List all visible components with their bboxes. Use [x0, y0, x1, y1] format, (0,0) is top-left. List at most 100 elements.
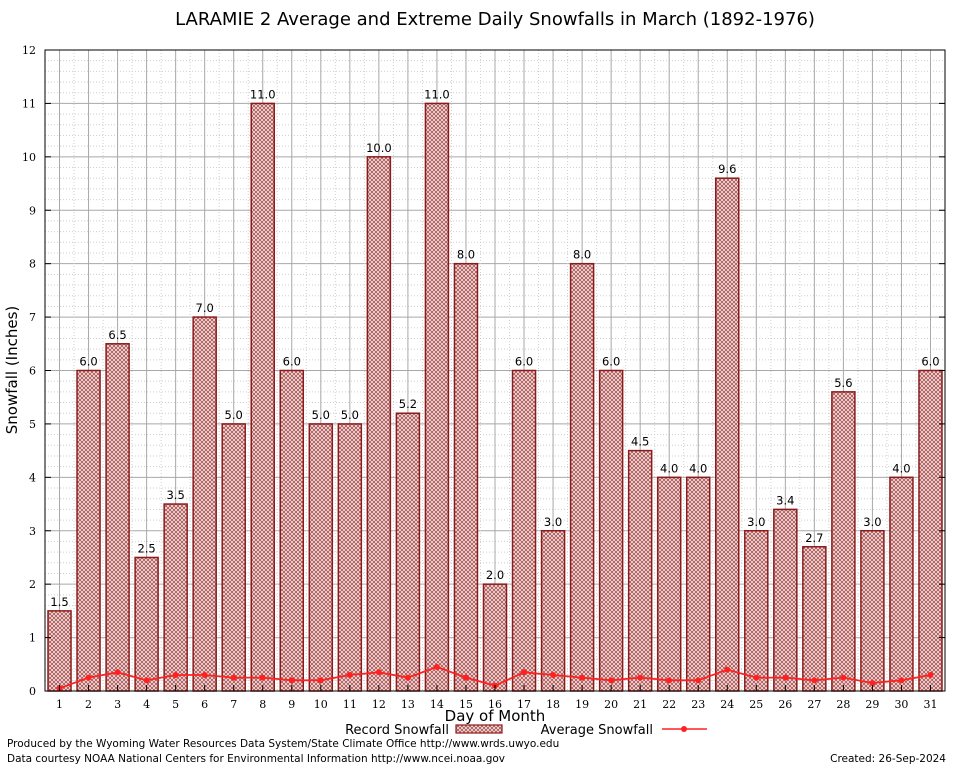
y-tick-label: 0: [29, 685, 36, 698]
y-tick-label: 10: [22, 151, 36, 164]
legend: Record Snowfall Average Snowfall: [345, 723, 707, 738]
legend-record-label: Record Snowfall: [345, 723, 449, 738]
value-label-day-6: 7.0: [196, 301, 214, 315]
value-label-day-14: 11.0: [424, 87, 450, 101]
record-bar-day-27: [802, 546, 827, 692]
footer-producer: Produced by the Wyoming Water Resources …: [7, 738, 560, 750]
record-bar-day-25: [744, 530, 769, 692]
value-label-day-31: 6.0: [921, 355, 939, 369]
record-bar-day-30: [889, 476, 914, 692]
record-bar-day-12: [366, 156, 392, 692]
record-bar-day-29: [860, 530, 885, 692]
footer-data-source: Data courtesy NOAA National Centers for …: [7, 753, 506, 765]
record-bar-day-4: [134, 556, 159, 692]
average-point-day-15: [462, 674, 469, 681]
value-label-day-11: 5.0: [341, 408, 359, 422]
value-label-day-10: 5.0: [312, 408, 330, 422]
record-bar-day-20: [598, 369, 624, 692]
record-bar-day-28: [831, 391, 856, 692]
x-tick-label-day-21: 21: [633, 698, 647, 711]
record-bar-day-31: [918, 369, 943, 692]
value-label-day-26: 3.4: [776, 493, 794, 507]
record-bar-day-19: [569, 262, 595, 692]
y-tick-label: 8: [29, 258, 36, 271]
value-label-day-8: 11.0: [250, 87, 276, 101]
record-bar-day-11: [337, 423, 363, 692]
y-tick-label: 6: [29, 365, 36, 378]
x-tick-label-day-31: 31: [923, 698, 937, 711]
y-tick-label: 4: [29, 471, 36, 484]
x-tick-label-day-17: 17: [517, 698, 531, 711]
x-tick-label-day-15: 15: [459, 698, 473, 711]
value-label-day-2: 6.0: [79, 355, 97, 369]
record-bars: 1.5 6.0 6.5 2.5 3.5 7.0 5.0 11.0 6.0 5.0 5.0 10.0 5.…: [47, 87, 943, 692]
y-tick-label: 7: [29, 311, 36, 324]
record-bar-day-16: [482, 583, 508, 692]
average-point-day-23: [695, 677, 702, 684]
value-label-day-25: 3.0: [747, 515, 765, 529]
record-bar-day-10: [308, 423, 334, 692]
average-point-day-12: [375, 669, 382, 676]
x-tick-label-day-8: 8: [259, 698, 266, 711]
average-point-day-27: [811, 677, 818, 684]
x-tick-label-day-28: 28: [836, 698, 850, 711]
x-tick-label-day-5: 5: [172, 698, 179, 711]
value-label-day-13: 5.2: [399, 397, 417, 411]
average-point-day-7: [230, 674, 237, 681]
average-point-day-31: [927, 671, 934, 678]
average-point-day-19: [579, 674, 586, 681]
value-label-day-27: 2.7: [805, 531, 823, 545]
record-bar-day-1: [47, 610, 72, 692]
average-point-day-13: [404, 674, 411, 681]
record-bar-day-7: [221, 423, 246, 692]
y-tick-label: 1: [29, 632, 36, 645]
x-tick-label-day-10: 10: [314, 698, 328, 711]
record-bar-day-5: [163, 503, 188, 692]
x-tick-label-day-23: 23: [691, 698, 705, 711]
value-label-day-23: 4.0: [689, 461, 707, 475]
average-point-day-28: [840, 674, 847, 681]
x-tick-label-day-27: 27: [807, 698, 821, 711]
average-point-day-25: [753, 674, 760, 681]
x-tick-label-day-26: 26: [778, 698, 792, 711]
average-point-day-8: [259, 674, 266, 681]
x-tick-label-day-3: 3: [114, 698, 121, 711]
value-label-day-22: 4.0: [660, 461, 678, 475]
record-bar-day-17: [511, 369, 537, 692]
x-axis-label: Day of Month: [445, 707, 546, 725]
value-label-day-12: 10.0: [366, 141, 392, 155]
y-tick-label: 5: [29, 418, 36, 431]
record-bar-day-6: [192, 316, 217, 692]
x-tick-label-day-11: 11: [343, 698, 357, 711]
average-point-day-11: [346, 671, 353, 678]
value-label-day-9: 6.0: [283, 355, 301, 369]
value-label-day-20: 6.0: [602, 355, 620, 369]
y-tick-label: 3: [29, 525, 36, 538]
y-axis-label: Snowfall (Inches): [3, 306, 21, 434]
x-tick-label-day-6: 6: [201, 698, 208, 711]
value-label-day-18: 3.0: [544, 515, 562, 529]
record-bar-day-18: [540, 530, 566, 692]
average-point-day-4: [143, 677, 150, 684]
x-tick-label-day-1: 1: [56, 698, 63, 711]
average-point-day-26: [782, 674, 789, 681]
legend-record-swatch: [455, 724, 503, 734]
x-tick-label-day-22: 22: [662, 698, 676, 711]
average-point-day-9: [288, 677, 295, 684]
x-tick-label-day-30: 30: [894, 698, 908, 711]
average-point-day-17: [521, 669, 528, 676]
average-point-day-3: [114, 669, 121, 676]
legend-average-marker: [681, 726, 687, 732]
value-label-day-4: 2.5: [137, 541, 155, 555]
record-bar-day-3: [105, 343, 130, 692]
average-point-day-18: [550, 671, 557, 678]
average-point-day-14: [433, 663, 440, 670]
x-tick-label-day-18: 18: [546, 698, 560, 711]
chart-title: LARAMIE 2 Average and Extreme Daily Snow…: [175, 9, 815, 30]
average-point-day-22: [666, 677, 673, 684]
y-tick-label: 2: [29, 578, 36, 591]
x-tick-label-day-29: 29: [865, 698, 879, 711]
x-axis-ticks: 1 2 3 4 5 6 7 8 9 10 11 12 13 14 15 16 17 18 19 20 21 22 23 24 2…: [56, 685, 937, 711]
y-tick-label: 12: [22, 44, 36, 57]
